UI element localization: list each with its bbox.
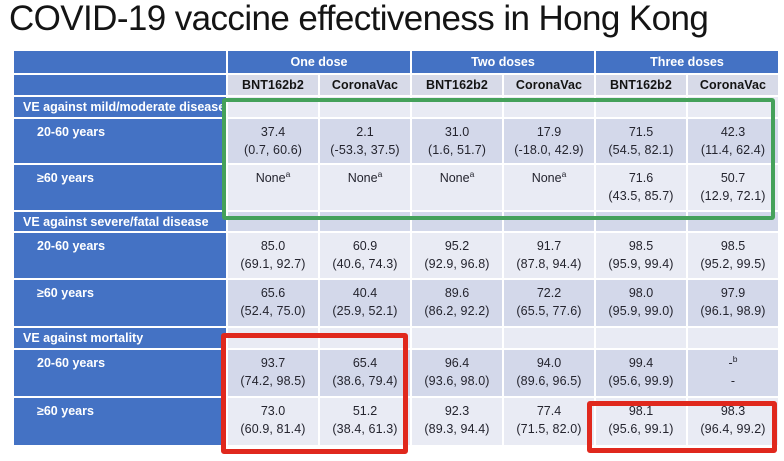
section-header-1: VE against severe/fatal disease bbox=[14, 212, 226, 231]
ve-cell-2-0-1: 65.4 (38.6, 79.4) bbox=[320, 350, 410, 396]
ve-table: One dose Two doses Three doses BNT162b2 … bbox=[14, 51, 778, 445]
ve-cell-1-1-3: 72.2 (65.5, 77.6) bbox=[504, 280, 594, 326]
row-label-2-0: 20-60 years bbox=[14, 350, 226, 396]
section-header-2: VE against mortality bbox=[14, 328, 226, 348]
ve-cell-2-0-3: 94.0 (89.6, 96.5) bbox=[504, 350, 594, 396]
section-header-0: VE against mild/moderate disease bbox=[14, 97, 226, 117]
ve-cell-1-1-1: 40.4 (25.9, 52.1) bbox=[320, 280, 410, 326]
column-header-bnt162b2-three-doses: BNT162b2 bbox=[596, 75, 686, 95]
section-header-spacer bbox=[688, 97, 778, 117]
green-highlight-box bbox=[222, 98, 775, 220]
ve-cell-1-0-2: 95.2 (92.9, 96.8) bbox=[412, 233, 502, 278]
red-highlight-box-three-doses-mortality-60plus bbox=[587, 401, 777, 453]
ve-cell-0-1-3: Nonea bbox=[504, 165, 594, 210]
ve-cell-0-0-3: 17.9 (-18.0, 42.9) bbox=[504, 119, 594, 163]
ve-cell-2-0-2: 96.4 (93.6, 98.0) bbox=[412, 350, 502, 396]
ve-cell-1-0-4: 98.5 (95.9, 99.4) bbox=[596, 233, 686, 278]
table-corner-cell-2 bbox=[14, 75, 226, 95]
ve-cell-0-1-5: 50.7 (12.9, 72.1) bbox=[688, 165, 778, 210]
ve-cell-1-0-3: 91.7 (87.8, 94.4) bbox=[504, 233, 594, 278]
ve-cell-1-0-0: 85.0 (69.1, 92.7) bbox=[228, 233, 318, 278]
ve-cell-0-0-2: 31.0 (1.6, 51.7) bbox=[412, 119, 502, 163]
ve-cell-1-1-5: 97.9 (96.1, 98.9) bbox=[688, 280, 778, 326]
section-header-spacer bbox=[688, 328, 778, 348]
section-header-spacer bbox=[596, 328, 686, 348]
section-header-spacer bbox=[412, 328, 502, 348]
ve-cell-1-1-2: 89.6 (86.2, 92.2) bbox=[412, 280, 502, 326]
ve-cell-0-1-2: Nonea bbox=[412, 165, 502, 210]
section-header-spacer bbox=[412, 97, 502, 117]
column-header-bnt162b2-one-dose: BNT162b2 bbox=[228, 75, 318, 95]
page-title: COVID-19 vaccine effectiveness in Hong K… bbox=[9, 0, 709, 38]
ve-cell-2-0-5: -b - bbox=[688, 350, 778, 396]
ve-cell-0-1-0: Nonea bbox=[228, 165, 318, 210]
ve-cell-2-0-0: 93.7 (74.2, 98.5) bbox=[228, 350, 318, 396]
ve-cell-0-0-0: 37.4 (0.7, 60.6) bbox=[228, 119, 318, 163]
ve-cell-2-0-4: 99.4 (95.6, 99.9) bbox=[596, 350, 686, 396]
row-label-2-1: ≥60 years bbox=[14, 398, 226, 445]
section-header-spacer bbox=[504, 328, 594, 348]
ve-cell-0-0-5: 42.3 (11.4, 62.4) bbox=[688, 119, 778, 163]
row-label-1-0: 20-60 years bbox=[14, 233, 226, 278]
column-group-three-doses: Three doses bbox=[596, 51, 778, 73]
column-header-coronavac-two-doses: CoronaVac bbox=[504, 75, 594, 95]
ve-cell-2-1-1: 51.2 (38.4, 61.3) bbox=[320, 398, 410, 445]
ve-cell-1-1-4: 98.0 (95.9, 99.0) bbox=[596, 280, 686, 326]
ve-cell-0-0-4: 71.5 (54.5, 82.1) bbox=[596, 119, 686, 163]
row-label-1-1: ≥60 years bbox=[14, 280, 226, 326]
row-label-0-1: ≥60 years bbox=[14, 165, 226, 210]
column-group-one-dose: One dose bbox=[228, 51, 410, 73]
ve-cell-2-1-0: 73.0 (60.9, 81.4) bbox=[228, 398, 318, 445]
section-header-spacer bbox=[228, 97, 318, 117]
ve-cell-2-1-3: 77.4 (71.5, 82.0) bbox=[504, 398, 594, 445]
section-header-spacer bbox=[596, 97, 686, 117]
ve-cell-1-1-0: 65.6 (52.4, 75.0) bbox=[228, 280, 318, 326]
ve-cell-1-0-5: 98.5 (95.2, 99.5) bbox=[688, 233, 778, 278]
row-label-0-0: 20-60 years bbox=[14, 119, 226, 163]
column-group-two-doses: Two doses bbox=[412, 51, 594, 73]
section-header-spacer bbox=[504, 97, 594, 117]
ve-cell-1-0-1: 60.9 (40.6, 74.3) bbox=[320, 233, 410, 278]
ve-cell-0-0-1: 2.1 (-53.3, 37.5) bbox=[320, 119, 410, 163]
table-corner-cell bbox=[14, 51, 226, 73]
section-header-spacer bbox=[320, 97, 410, 117]
ve-cell-2-1-2: 92.3 (89.3, 94.4) bbox=[412, 398, 502, 445]
red-highlight-box-one-dose-mortality bbox=[221, 333, 408, 454]
column-header-coronavac-three-doses: CoronaVac bbox=[688, 75, 778, 95]
ve-cell-0-1-4: 71.6 (43.5, 85.7) bbox=[596, 165, 686, 210]
column-header-coronavac-one-dose: CoronaVac bbox=[320, 75, 410, 95]
ve-cell-0-1-1: Nonea bbox=[320, 165, 410, 210]
column-header-bnt162b2-two-doses: BNT162b2 bbox=[412, 75, 502, 95]
